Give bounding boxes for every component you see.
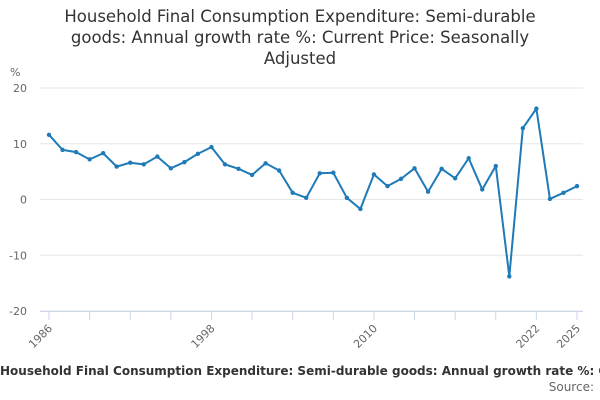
chart-title: Household Final Consumption Expenditure:… xyxy=(0,6,600,69)
data-point-1995[interactable] xyxy=(168,166,174,171)
data-point-1992[interactable] xyxy=(128,160,133,165)
x-tick-label: 2025 xyxy=(554,322,583,351)
data-point-2017[interactable] xyxy=(466,156,471,161)
data-point-2025[interactable] xyxy=(574,183,580,189)
data-point-2024[interactable] xyxy=(561,190,566,196)
data-point-1986[interactable] xyxy=(46,132,52,138)
data-point-1996[interactable] xyxy=(182,159,187,165)
data-point-2003[interactable] xyxy=(276,168,282,173)
series-line[interactable] xyxy=(48,107,578,278)
data-point-1994[interactable] xyxy=(155,154,160,159)
data-point-2022[interactable] xyxy=(534,106,539,111)
chart-title-line-2: goods: Annual growth rate %: Current Pri… xyxy=(70,28,530,47)
data-point-2011[interactable] xyxy=(385,183,390,189)
data-point-2005[interactable] xyxy=(304,195,309,201)
data-point-2000[interactable] xyxy=(236,166,241,172)
y-tick-label: 20 xyxy=(13,82,27,95)
x-axis xyxy=(40,311,583,320)
x-axis-tick-labels: 1986 1998 2010 2022 2025 xyxy=(26,322,583,351)
data-point-2016[interactable] xyxy=(452,176,458,181)
grid-lines xyxy=(40,87,583,312)
y-axis-unit-label: % xyxy=(10,66,21,79)
data-point-2013[interactable] xyxy=(412,166,417,171)
y-tick-label: 10 xyxy=(13,138,27,151)
data-point-2012[interactable] xyxy=(398,176,404,182)
y-tick-label: -20 xyxy=(9,305,27,318)
x-tick-label: 2010 xyxy=(351,322,380,351)
y-axis-tick-labels: 20 10 0 -10 -20 xyxy=(9,82,27,318)
data-point-2009[interactable] xyxy=(358,206,363,212)
chart-title-line-1: Household Final Consumption Expenditure:… xyxy=(64,7,536,26)
data-point-2014[interactable] xyxy=(425,189,431,194)
data-point-2018[interactable] xyxy=(480,187,485,192)
y-tick-label: -10 xyxy=(9,249,27,262)
data-point-1987[interactable] xyxy=(60,147,65,153)
data-point-2007[interactable] xyxy=(331,170,336,175)
data-point-2019[interactable] xyxy=(493,163,498,169)
data-point-1999[interactable] xyxy=(222,162,228,167)
data-point-2001[interactable] xyxy=(249,172,255,178)
data-point-2006[interactable] xyxy=(317,171,322,176)
x-tick-label: 1998 xyxy=(189,322,218,351)
data-point-1988[interactable] xyxy=(73,149,79,155)
data-point-1990[interactable] xyxy=(100,151,106,156)
data-point-1989[interactable] xyxy=(87,157,92,162)
data-point-2015[interactable] xyxy=(439,166,444,172)
data-point-1998[interactable] xyxy=(209,144,214,150)
y-tick-label: 0 xyxy=(20,194,27,207)
x-tick-label: 1986 xyxy=(26,322,55,351)
data-point-1997[interactable] xyxy=(195,151,201,156)
data-point-2004[interactable] xyxy=(290,190,295,196)
legend-entry[interactable]: Household Final Consumption Expenditure:… xyxy=(0,364,600,378)
x-tick-label: 2022 xyxy=(514,322,543,351)
data-point-2008[interactable] xyxy=(344,195,350,201)
data-point-2002[interactable] xyxy=(263,161,268,166)
data-point-2020[interactable] xyxy=(507,274,512,279)
data-point-1993[interactable] xyxy=(141,162,146,167)
data-point-2010[interactable] xyxy=(371,172,377,177)
chart-title-line-3: Adjusted xyxy=(263,49,337,68)
data-point-2021[interactable] xyxy=(520,125,526,131)
data-point-1991[interactable] xyxy=(114,164,119,169)
data-series[interactable] xyxy=(46,106,580,279)
data-point-2023[interactable] xyxy=(547,196,553,202)
source-label: Source: xyxy=(548,380,594,394)
